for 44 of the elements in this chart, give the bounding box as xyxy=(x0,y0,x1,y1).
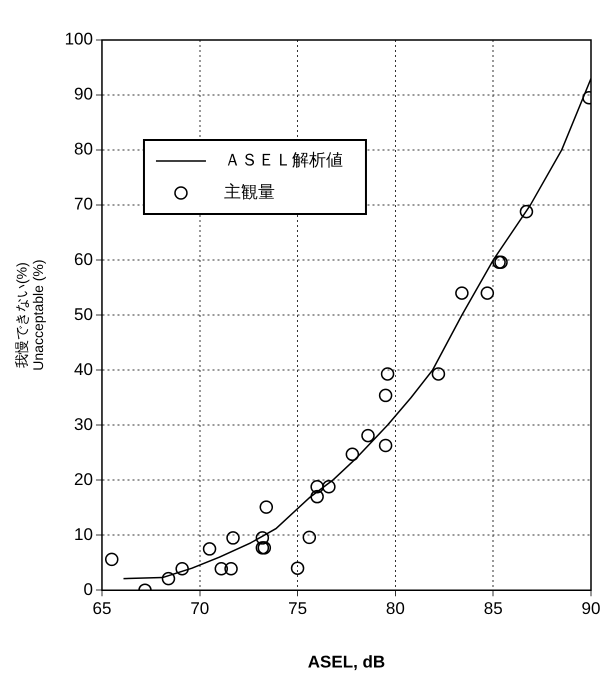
point xyxy=(214,562,228,576)
y-tick-label: 90 xyxy=(74,84,93,104)
x-tick-label: 80 xyxy=(386,599,405,618)
point xyxy=(202,542,216,556)
y-tick-label: 80 xyxy=(74,140,93,159)
y-tick-label: 20 xyxy=(74,470,93,489)
point xyxy=(432,367,446,381)
x-tick-label: 65 xyxy=(92,599,112,618)
point xyxy=(380,367,394,381)
y-tick-label: 50 xyxy=(74,304,93,324)
point xyxy=(520,204,534,218)
point xyxy=(256,531,270,545)
point xyxy=(104,552,118,566)
legend-label: ＡＳＥＬ解析値 xyxy=(224,150,343,170)
y-tick-label: 100 xyxy=(64,30,93,49)
point xyxy=(175,562,189,576)
y-tick-label: 70 xyxy=(74,194,93,214)
point xyxy=(310,490,324,504)
point xyxy=(480,286,494,300)
point xyxy=(361,428,375,442)
point xyxy=(302,530,316,544)
x-tick-label: 75 xyxy=(288,599,308,618)
x-tick-label: 85 xyxy=(484,599,503,618)
point xyxy=(378,438,392,452)
x-tick-label: 90 xyxy=(582,599,600,618)
y-tick-label: 0 xyxy=(83,580,93,599)
point xyxy=(162,572,176,586)
point xyxy=(322,480,336,494)
point xyxy=(455,286,469,300)
x-tick-label: 70 xyxy=(190,599,210,618)
point xyxy=(224,562,238,576)
y-tick-label: 60 xyxy=(74,250,93,269)
y-axis-title: 我慢できない(%) Unacceptable (%) xyxy=(13,259,46,371)
point xyxy=(378,388,392,402)
legend-label: 主観量 xyxy=(224,182,275,202)
y-tick-label: 10 xyxy=(74,524,93,544)
point xyxy=(346,448,360,462)
point xyxy=(226,531,240,545)
x-axis-title: ASEL, dB xyxy=(308,652,386,672)
point xyxy=(260,500,274,514)
y-tick-label: 40 xyxy=(74,360,93,379)
y-tick-label: 30 xyxy=(74,414,93,434)
point xyxy=(310,480,324,494)
point xyxy=(290,561,304,575)
